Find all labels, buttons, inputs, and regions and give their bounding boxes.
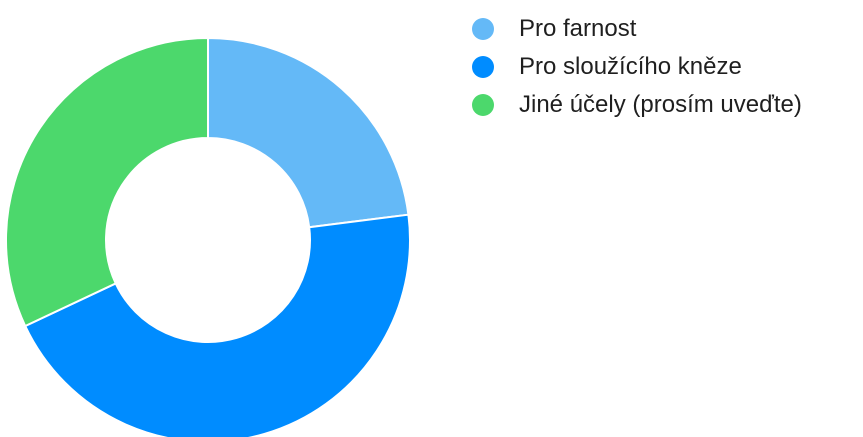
slice-group: [5, 36, 411, 437]
legend-swatch-jine-ucely: [472, 94, 494, 116]
legend-item-jine-ucely[interactable]: Jiné účely (prosím uveďte): [472, 86, 802, 124]
legend-item-pro-farnost[interactable]: Pro farnost: [472, 10, 802, 48]
legend-label-jine-ucely: Jiné účely (prosím uveďte): [519, 91, 802, 118]
slice-jine-ucely[interactable]: [5, 36, 209, 328]
slice-pro-slouziciho-kneze[interactable]: [23, 213, 411, 437]
legend-label-pro-slouziciho-kneze: Pro sloužícího kněze: [519, 53, 742, 80]
legend-swatch-pro-slouziciho-kneze: [472, 56, 494, 78]
legend: Pro farnost Pro sloužícího kněze Jiné úč…: [472, 10, 802, 124]
slice-pro-farnost[interactable]: [207, 36, 410, 229]
legend-swatch-pro-farnost: [472, 18, 494, 40]
donut-plot: [5, 36, 411, 437]
legend-label-pro-farnost: Pro farnost: [519, 15, 637, 42]
legend-item-pro-slouziciho-kneze[interactable]: Pro sloužícího kněze: [472, 48, 802, 86]
